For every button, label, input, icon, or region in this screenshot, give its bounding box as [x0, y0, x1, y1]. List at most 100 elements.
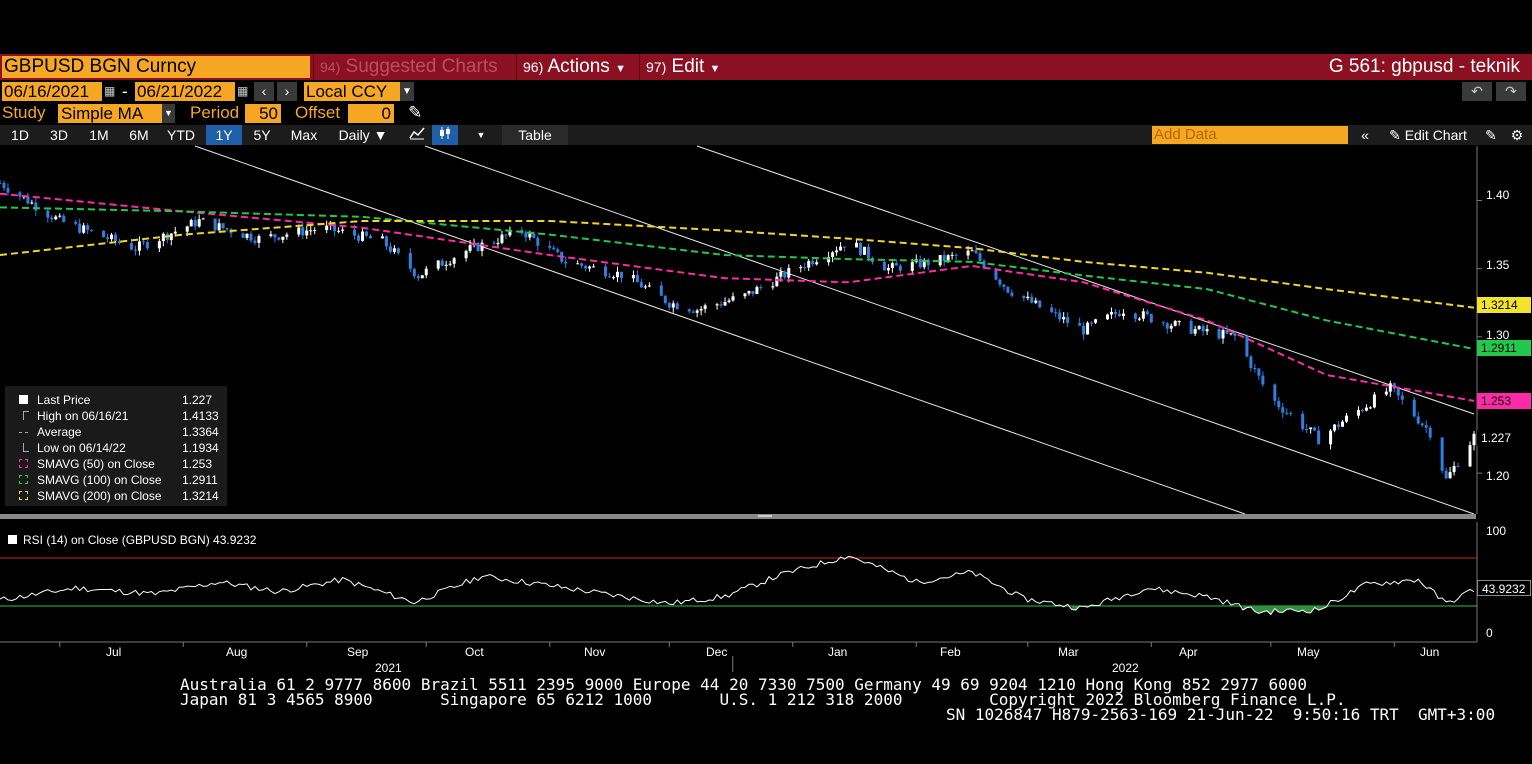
panel-resize-handle [758, 515, 772, 517]
price-candle [74, 221, 78, 224]
next-range-button[interactable]: › [277, 82, 297, 101]
price-candle [241, 233, 245, 238]
tab-1y[interactable]: 1Y [206, 125, 242, 145]
price-candle [500, 234, 504, 243]
legend-last-price[interactable]: Last Price 1.227 [5, 392, 227, 408]
currency-select[interactable]: Local CCY [304, 82, 400, 101]
legend-low[interactable]: Low on 06/14/22 1.1934 [5, 440, 227, 456]
study-select[interactable]: Simple MA [58, 104, 162, 123]
price-candle [528, 233, 532, 238]
price-candle [779, 271, 783, 277]
chevron-down-icon[interactable]: ▼ [162, 104, 175, 123]
price-candle [1006, 286, 1010, 293]
tab-1m[interactable]: 1M [89, 127, 109, 143]
price-candle [1452, 466, 1456, 473]
line-chart-icon[interactable] [404, 125, 430, 145]
price-candle [1217, 329, 1221, 339]
actions-button[interactable]: 96) Actions ▼ [516, 54, 638, 80]
tab-3d[interactable]: 3D [50, 127, 68, 143]
sma50-swatch-icon [19, 459, 28, 468]
price-candle [1396, 388, 1400, 396]
period-field[interactable]: 50 [245, 104, 281, 123]
ticker-field[interactable]: GBPUSD BGN Curncy [2, 56, 310, 78]
legend-sma50[interactable]: SMAVG (50) on Close 1.253 [5, 456, 227, 472]
price-candle [675, 303, 679, 310]
price-candle [639, 282, 643, 288]
legend-sma100[interactable]: SMAVG (100) on Close 1.2911 [5, 472, 227, 488]
gear-icon[interactable]: ⚙ [1510, 127, 1524, 143]
price-candle [615, 271, 619, 278]
price-candle [807, 260, 811, 268]
tab-6m[interactable]: 6M [129, 127, 149, 143]
price-candle [835, 250, 839, 253]
price-candle [1094, 319, 1098, 323]
collapse-icon[interactable]: « [1361, 127, 1369, 143]
price-candle [580, 263, 584, 266]
tab-1d[interactable]: 1D [11, 127, 29, 143]
chart-legend[interactable]: Last Price 1.227 High on 06/16/21 1.4133… [5, 386, 227, 506]
price-candle [118, 241, 122, 244]
price-candle [213, 218, 217, 231]
table-button[interactable]: Table [502, 125, 568, 145]
calendar-icon[interactable]: ▦ [237, 84, 249, 98]
undo-icon[interactable]: ↶ [1462, 82, 1492, 101]
price-candle [922, 259, 926, 268]
start-date-field[interactable]: 06/16/2021 [2, 82, 102, 101]
price-candle [604, 266, 608, 277]
price-candle [1026, 296, 1030, 299]
price-candle [1345, 415, 1349, 422]
footer-contacts-line1: Australia 61 2 9777 8600 Brazil 5511 239… [180, 675, 1308, 694]
price-candle [1261, 375, 1265, 385]
frequency-select[interactable]: Daily ▼ [338, 127, 388, 143]
price-candle [1137, 318, 1141, 320]
prev-range-button[interactable]: ‹ [254, 82, 274, 101]
price-candle [1384, 391, 1388, 395]
end-date-field[interactable]: 06/21/2022 [135, 82, 235, 101]
price-candle [245, 233, 249, 238]
edit-button[interactable]: 97) Edit ▼ [639, 54, 733, 80]
tab-5y[interactable]: 5Y [253, 127, 271, 143]
add-data-input[interactable]: Add Data [1152, 126, 1348, 144]
legend-average[interactable]: Average 1.3364 [5, 424, 227, 440]
price-candle [839, 246, 843, 251]
rsi-tick-label: 100 [1486, 524, 1507, 538]
tab-ytd[interactable]: YTD [167, 127, 195, 143]
sma100-swatch-icon [19, 475, 28, 484]
legend-high[interactable]: High on 06/16/21 1.4133 [5, 408, 227, 424]
rsi-legend[interactable]: RSI (14) on Close (GBPUSD BGN) 43.9232 [8, 531, 256, 549]
price-candle [221, 223, 225, 229]
legend-label: SMAVG (200) on Close [37, 489, 162, 503]
redo-icon[interactable]: ↷ [1496, 82, 1526, 101]
tab-max[interactable]: Max [290, 127, 318, 143]
pencil-icon[interactable]: ✎ [408, 103, 423, 122]
price-candle [496, 242, 500, 244]
price-candle [612, 277, 616, 279]
chevron-down-icon[interactable]: ▼ [400, 82, 414, 101]
price-candle [1054, 312, 1058, 314]
price-candle [1388, 383, 1392, 392]
offset-field[interactable]: 0 [348, 104, 394, 123]
price-candle [894, 263, 898, 266]
price-candle [1400, 395, 1404, 400]
price-candle [78, 223, 82, 233]
price-candle [1034, 300, 1038, 303]
candlestick-icon[interactable] [432, 125, 458, 145]
price-candle [86, 225, 90, 230]
edit-chart-button[interactable]: ✎ Edit Chart [1380, 125, 1476, 145]
price-candle [1337, 424, 1341, 427]
chevron-down-icon[interactable]: ▼ [476, 130, 486, 140]
calendar-icon[interactable]: ▦ [104, 84, 116, 98]
price-candle [157, 241, 161, 249]
price-candle [34, 202, 38, 211]
price-candle [54, 216, 58, 220]
price-candle [137, 241, 141, 251]
price-candle [249, 233, 253, 241]
suggested-charts-button[interactable]: 94) Suggested Charts [313, 54, 515, 80]
x-month-label: Nov [584, 645, 606, 659]
price-candle [858, 242, 862, 255]
price-candle [361, 231, 365, 241]
price-candle [129, 243, 133, 250]
legend-sma200[interactable]: SMAVG (200) on Close 1.3214 [5, 488, 227, 504]
edit-layout-icon[interactable]: ✎ [1485, 127, 1497, 143]
